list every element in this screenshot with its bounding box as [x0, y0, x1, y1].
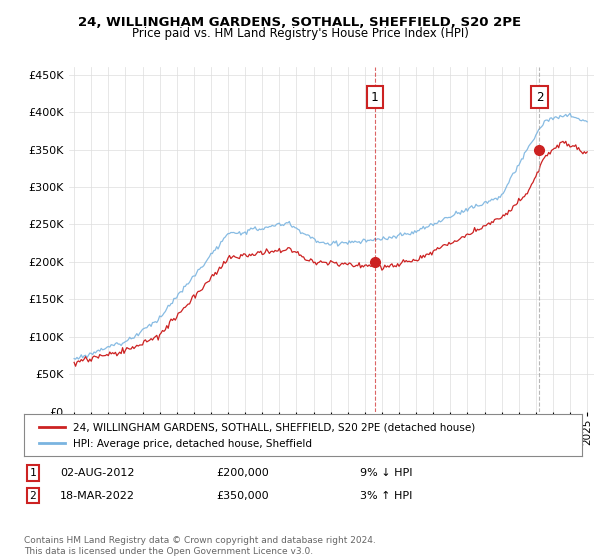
Text: 2: 2: [536, 91, 543, 104]
Text: 3% ↑ HPI: 3% ↑ HPI: [360, 491, 412, 501]
Text: £350,000: £350,000: [216, 491, 269, 501]
Text: 1: 1: [29, 468, 37, 478]
Text: Price paid vs. HM Land Registry's House Price Index (HPI): Price paid vs. HM Land Registry's House …: [131, 27, 469, 40]
Text: 24, WILLINGHAM GARDENS, SOTHALL, SHEFFIELD, S20 2PE: 24, WILLINGHAM GARDENS, SOTHALL, SHEFFIE…: [79, 16, 521, 29]
Text: 18-MAR-2022: 18-MAR-2022: [60, 491, 135, 501]
Legend: 24, WILLINGHAM GARDENS, SOTHALL, SHEFFIELD, S20 2PE (detached house), HPI: Avera: 24, WILLINGHAM GARDENS, SOTHALL, SHEFFIE…: [35, 418, 480, 452]
Text: 9% ↓ HPI: 9% ↓ HPI: [360, 468, 413, 478]
Text: 2: 2: [29, 491, 37, 501]
Text: 02-AUG-2012: 02-AUG-2012: [60, 468, 134, 478]
Text: £200,000: £200,000: [216, 468, 269, 478]
Text: Contains HM Land Registry data © Crown copyright and database right 2024.
This d: Contains HM Land Registry data © Crown c…: [24, 536, 376, 556]
Text: 1: 1: [371, 91, 379, 104]
